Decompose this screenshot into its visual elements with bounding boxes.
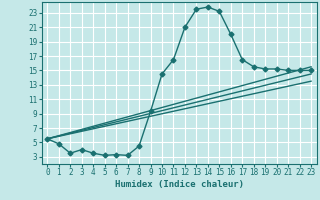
X-axis label: Humidex (Indice chaleur): Humidex (Indice chaleur) xyxy=(115,180,244,189)
